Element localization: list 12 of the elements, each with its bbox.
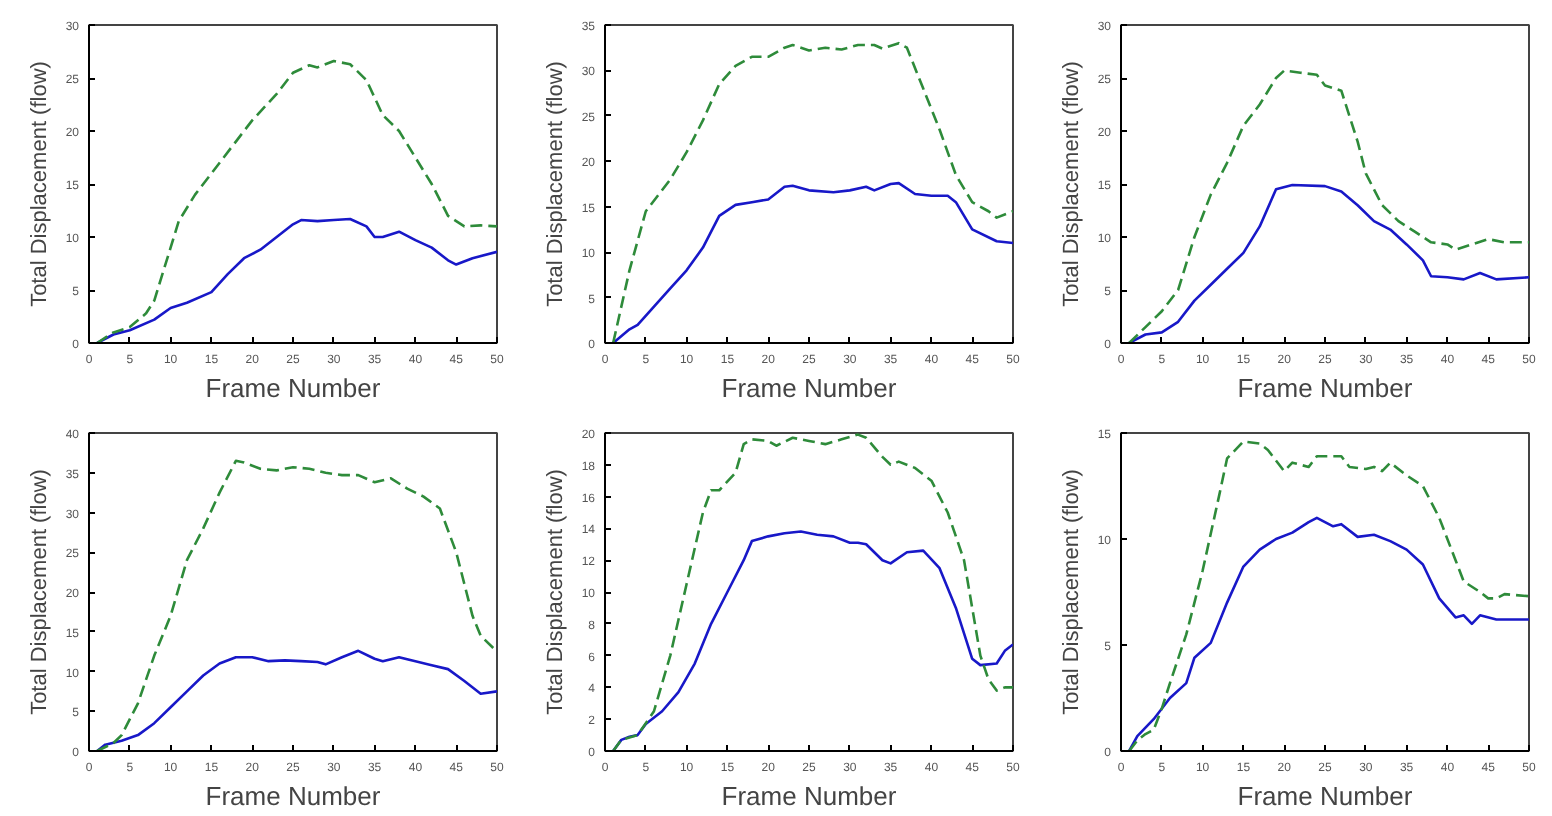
x-axis-title: Frame Number [1237, 373, 1414, 403]
y-axis-title: Total Displacement (flow) [27, 61, 52, 307]
x-axis-title: Frame Number [1237, 781, 1414, 811]
y-axis-title: Total Displacement (flow) [1059, 469, 1084, 715]
x-axis-title: Frame Number [721, 781, 898, 811]
x-axis-title: Frame Number [205, 781, 382, 811]
y-axis-title: Total Displacement (flow) [543, 61, 568, 307]
y-axis-title: Total Displacement (flow) [27, 469, 52, 715]
y-axis-title: Total Displacement (flow) [1059, 61, 1084, 307]
x-axis-title: Frame Number [721, 373, 898, 403]
x-axis-title: Frame Number [205, 373, 382, 403]
y-axis-title: Total Displacement (flow) [543, 469, 568, 715]
